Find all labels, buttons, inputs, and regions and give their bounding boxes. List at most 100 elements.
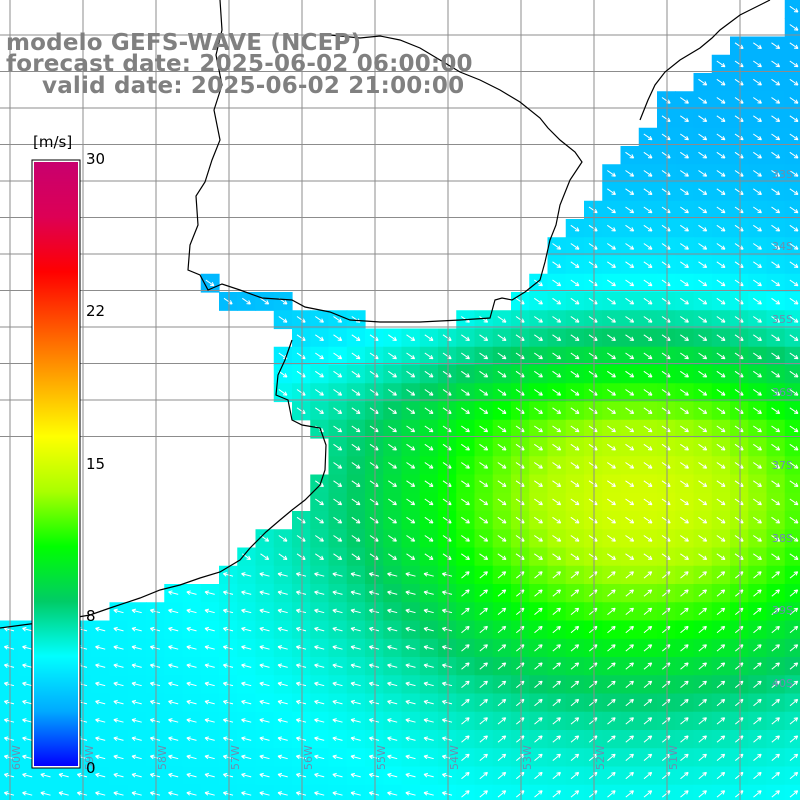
wind-cell [456,784,476,800]
wind-arrow [625,644,634,652]
wind-arrow [607,753,616,761]
wind-arrow [131,681,142,687]
wind-cell [584,784,603,800]
wind-cell [784,127,800,147]
wind-arrow [333,370,343,378]
wind-arrow [643,243,653,250]
wind-arrow [771,243,781,250]
wind-arrow [168,772,179,778]
wind-arrow [388,535,397,542]
wind-arrow [643,771,653,780]
wind-arrow [3,681,15,687]
wind-arrow [753,115,762,122]
wind-arrow [368,663,380,668]
wind-arrow [607,680,616,688]
wind-arrow [277,699,288,705]
wind-arrow [58,772,69,778]
wind-arrow [789,771,799,780]
wind-cell [784,328,800,348]
wind-cell [784,18,800,38]
wind-arrow [332,590,343,595]
wind-arrow [753,60,762,68]
wind-arrow [479,334,489,341]
wind-arrow [534,589,543,597]
wind-arrow [113,645,124,650]
wind-arrow [753,206,762,214]
wind-arrow [753,589,762,597]
wind-arrow [625,480,635,487]
wind-arrow [552,498,562,506]
wind-arrow [552,243,562,250]
wind-arrow [368,681,380,687]
wind-arrow [497,516,507,524]
wind-arrow [461,425,470,433]
wind-arrow [497,662,507,670]
wind-cell [784,292,800,311]
wind-arrow [789,644,799,652]
wind-arrow [315,516,324,524]
latitude-labels: 33S 34S 35S 36S 37S 38S 39S 40S [772,168,793,690]
wind-arrow [479,443,489,451]
wind-arrow [259,608,270,614]
wind-arrow [368,608,380,614]
wind-arrow [607,443,616,451]
wind-arrow [625,607,634,615]
lon-label: 59W [83,745,96,770]
wind-arrow [350,608,361,614]
wind-arrow [277,791,288,796]
wind-arrow [680,389,689,396]
wind-arrow [771,60,781,68]
wind-arrow [716,243,726,250]
wind-cell [784,365,800,384]
wind-arrow [534,753,543,761]
wind-cell [602,784,622,800]
wind-arrow [552,516,562,524]
wind-arrow [277,718,288,723]
wind-arrow [570,735,580,743]
wind-arrow [625,443,635,451]
wind-arrow [3,663,15,668]
wind-arrow [789,261,799,268]
wind-arrow [131,791,142,796]
wind-arrow [771,188,781,195]
wind-arrow [278,316,288,323]
wind-arrow [441,663,453,668]
wind-arrow [570,607,580,615]
coastline [0,0,771,629]
wind-arrow [405,590,416,595]
wind-arrow [387,772,398,778]
wind-arrow [95,645,106,650]
wind-arrow [771,425,781,433]
wind-arrow [168,590,179,595]
wind-arrow [753,498,762,506]
wind-arrow [479,735,488,743]
wind-arrow [789,717,799,725]
wind-arrow [625,224,635,232]
wind-arrow [497,498,507,506]
wind-arrow [753,279,762,287]
wind-arrow [643,535,653,542]
wind-arrow [625,297,635,305]
wind-arrow [789,370,799,378]
wind-arrow [315,389,324,396]
wind-cell [638,784,658,800]
wind-arrow [625,407,635,414]
wind-arrow [497,790,507,798]
wind-arrow [789,334,799,341]
longitude-labels: 60W 59W 58W 57W 56W 55W 54W 53W 52W 51W [10,745,680,770]
wind-arrow [113,681,124,687]
wind-arrow [295,572,307,577]
wind-arrow [753,680,762,688]
wind-arrow [186,754,197,760]
wind-arrow [259,572,270,577]
wind-arrow [388,334,397,341]
wind-arrow [753,553,762,560]
wind-arrow [332,608,343,614]
wind-arrow [716,480,726,487]
wind-arrow [479,316,489,323]
lat-label: 34S [772,240,793,253]
wind-cell [784,419,800,439]
wind-arrow [168,699,179,705]
wind-arrow [131,699,142,705]
wind-arrow [643,589,653,597]
